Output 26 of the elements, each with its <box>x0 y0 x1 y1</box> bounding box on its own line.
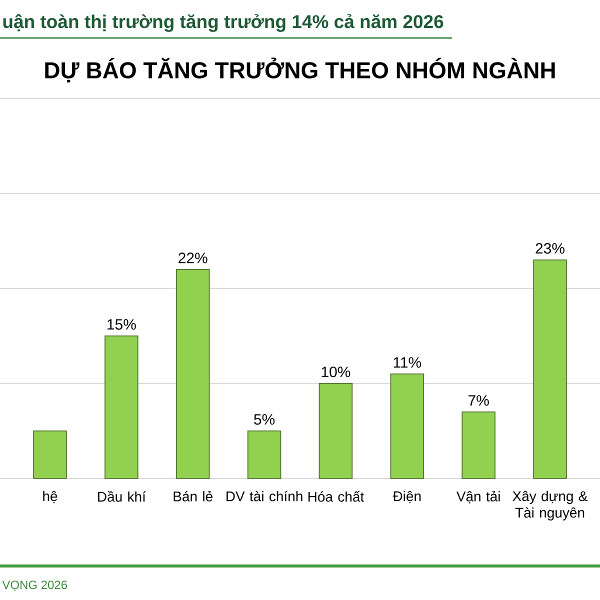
data-label: 5% <box>254 414 275 425</box>
data-label: 23% <box>536 243 564 254</box>
x-tick-label: Bán lẻ <box>174 490 212 502</box>
bar <box>318 382 353 479</box>
data-label: 22% <box>178 252 208 264</box>
x-tick-label: DV tài chính <box>226 490 302 502</box>
data-label: 15% <box>108 319 136 330</box>
x-tick-label: Hóa chất <box>308 490 364 502</box>
x-tick-label: Vận tải <box>456 490 500 504</box>
x-tick-label: Xây dựng & Tài nguyên <box>512 490 588 520</box>
text: VỌNG 2026 <box>2 580 68 591</box>
data-label: 10% <box>322 366 350 378</box>
x-tick-label: Dầu khí <box>98 490 146 502</box>
bar <box>247 430 282 479</box>
bar <box>33 430 67 479</box>
bar <box>176 268 210 479</box>
chart-title: DỰ BÁO TĂNG TRƯỞNG THEO NHÓM NGÀNH <box>45 58 555 82</box>
bar <box>390 373 424 479</box>
bar <box>104 335 138 479</box>
data-label: 7% <box>468 395 489 406</box>
bar <box>533 259 567 479</box>
x-tick-label: hệ <box>43 490 58 504</box>
bar <box>462 411 496 479</box>
data-label: 11% <box>394 357 422 368</box>
x-tick-label: Điện <box>392 490 421 504</box>
text: uận toàn thị trường tăng trưởng 14% cả năm 2026 <box>3 14 444 32</box>
